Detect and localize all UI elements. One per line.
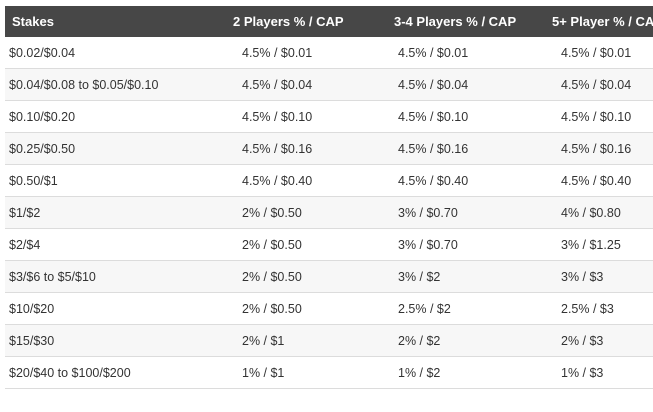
three-four-players-cell: 3% / $0.70 <box>388 228 552 261</box>
five-plus-players-cell: 3% / $1.25 <box>552 228 653 261</box>
two-players-cell: 4.5% / $0.01 <box>233 37 388 69</box>
five-plus-players-cell: 4.5% / $0.01 <box>552 37 653 69</box>
three-four-players-cell: 4.5% / $0.16 <box>388 132 552 165</box>
five-plus-players-cell: 4.5% / $0.04 <box>552 68 653 101</box>
table-row: $20/$40 to $100/$200 1% / $1 1% / $2 1% / $… <box>5 356 653 389</box>
table-row: $10/$20 2% / $0.50 2.5% / $2 2.5% / $3 <box>5 292 653 325</box>
three-four-players-cell: 4.5% / $0.40 <box>388 164 552 197</box>
header-2-players: 2 Players % / CAP <box>233 6 388 37</box>
header-5-plus-players: 5+ Player % / CAP <box>552 6 653 37</box>
stakes-cell: $0.25/$0.50 <box>5 132 233 165</box>
table-row: $3/$6 to $5/$10 2% / $0.50 3% / $2 3% / $3 <box>5 260 653 293</box>
five-plus-players-cell: 4.5% / $0.40 <box>552 164 653 197</box>
five-plus-players-cell: 4.5% / $0.10 <box>552 100 653 133</box>
stakes-cell: $15/$30 <box>5 324 233 357</box>
five-plus-players-cell: 2% / $3 <box>552 324 653 357</box>
header-3-4-players: 3-4 Players % / CAP <box>388 6 552 37</box>
header-stakes: Stakes <box>5 6 233 37</box>
stakes-cell: $0.50/$1 <box>5 164 233 197</box>
stakes-cell: $1/$2 <box>5 196 233 229</box>
stakes-cell: $10/$20 <box>5 292 233 325</box>
table-row: $0.50/$1 4.5% / $0.40 4.5% / $0.40 4.5% / $… <box>5 164 653 197</box>
two-players-cell: 4.5% / $0.16 <box>233 132 388 165</box>
two-players-cell: 4.5% / $0.04 <box>233 68 388 101</box>
table-row: $15/$30 2% / $1 2% / $2 2% / $3 <box>5 324 653 357</box>
three-four-players-cell: 4.5% / $0.10 <box>388 100 552 133</box>
three-four-players-cell: 2% / $2 <box>388 324 552 357</box>
two-players-cell: 2% / $0.50 <box>233 292 388 325</box>
table-row: $0.04/$0.08 to $0.05/$0.10 4.5% / $0.04 4.… <box>5 68 653 101</box>
two-players-cell: 2% / $1 <box>233 324 388 357</box>
table-header-row: Stakes 2 Players % / CAP 3-4 Players % /… <box>5 6 653 37</box>
stakes-cell: $2/$4 <box>5 228 233 261</box>
rake-table: Stakes 2 Players % / CAP 3-4 Players % /… <box>5 6 653 389</box>
five-plus-players-cell: 3% / $3 <box>552 260 653 293</box>
table-row: $0.25/$0.50 4.5% / $0.16 4.5% / $0.16 4.5% … <box>5 132 653 165</box>
three-four-players-cell: 4.5% / $0.01 <box>388 37 552 69</box>
five-plus-players-cell: 1% / $3 <box>552 356 653 389</box>
table-row: $1/$2 2% / $0.50 3% / $0.70 4% / $0.80 <box>5 196 653 229</box>
table-row: $2/$4 2% / $0.50 3% / $0.70 3% / $1.25 <box>5 228 653 261</box>
five-plus-players-cell: 2.5% / $3 <box>552 292 653 325</box>
two-players-cell: 4.5% / $0.40 <box>233 164 388 197</box>
stakes-cell: $0.10/$0.20 <box>5 100 233 133</box>
stakes-cell: $0.04/$0.08 to $0.05/$0.10 <box>5 68 233 101</box>
two-players-cell: 2% / $0.50 <box>233 260 388 293</box>
stakes-cell: $20/$40 to $100/$200 <box>5 356 233 389</box>
three-four-players-cell: 3% / $2 <box>388 260 552 293</box>
three-four-players-cell: 1% / $2 <box>388 356 552 389</box>
two-players-cell: 4.5% / $0.10 <box>233 100 388 133</box>
three-four-players-cell: 4.5% / $0.04 <box>388 68 552 101</box>
table-row: $0.02/$0.04 4.5% / $0.01 4.5% / $0.01 4.5% … <box>5 37 653 69</box>
five-plus-players-cell: 4.5% / $0.16 <box>552 132 653 165</box>
two-players-cell: 1% / $1 <box>233 356 388 389</box>
three-four-players-cell: 2.5% / $2 <box>388 292 552 325</box>
five-plus-players-cell: 4% / $0.80 <box>552 196 653 229</box>
table-row: $0.10/$0.20 4.5% / $0.10 4.5% / $0.10 4.5% … <box>5 100 653 133</box>
two-players-cell: 2% / $0.50 <box>233 228 388 261</box>
stakes-cell: $3/$6 to $5/$10 <box>5 260 233 293</box>
stakes-cell: $0.02/$0.04 <box>5 37 233 69</box>
three-four-players-cell: 3% / $0.70 <box>388 196 552 229</box>
two-players-cell: 2% / $0.50 <box>233 196 388 229</box>
table-body: $0.02/$0.04 4.5% / $0.01 4.5% / $0.01 4.5% … <box>5 37 653 389</box>
